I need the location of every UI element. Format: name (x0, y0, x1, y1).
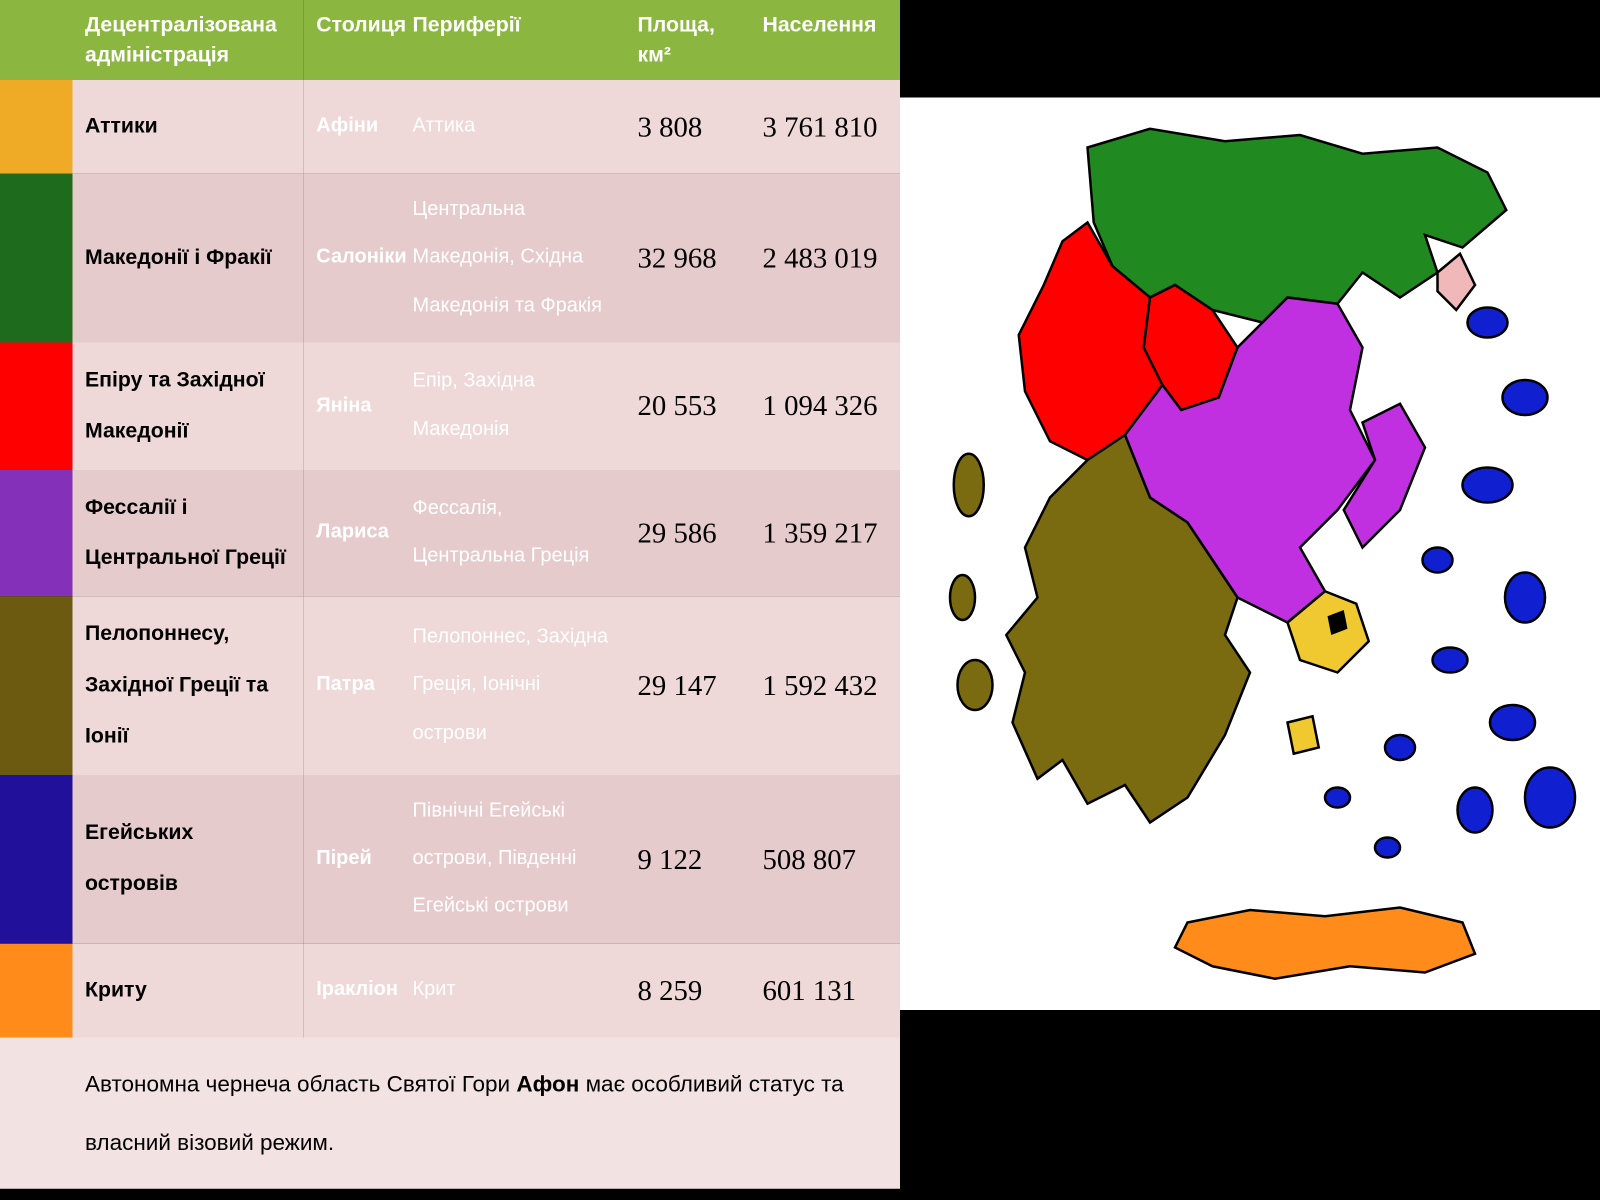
aegean-2 (1503, 380, 1548, 415)
admin-table: Децентралізована адміністрація Столиця П… (0, 0, 900, 1189)
greece-map (900, 98, 1600, 1011)
cell-capital: Патра (304, 596, 400, 774)
cell-population: 1 094 326 (750, 342, 900, 469)
cell-population: 1 359 217 (750, 469, 900, 596)
th-color (0, 0, 73, 79)
region-crete (1175, 908, 1475, 979)
cell-capital: Яніна (304, 342, 400, 469)
cell-capital: Салоніки (304, 173, 400, 342)
cell-periphery: Аттика (400, 79, 625, 173)
admin-table-container: Децентралізована адміністрація Столиця П… (0, 0, 900, 1200)
cell-periphery: Центральна Македонія, Східна Македонія т… (400, 173, 625, 342)
cell-population: 1 592 432 (750, 596, 900, 774)
cell-area: 3 808 (625, 79, 750, 173)
region-attica-island (1288, 716, 1319, 754)
cell-periphery: Крит (400, 943, 625, 1037)
table-row: Фессалії і Центральної ГреціїЛарисаФесса… (0, 469, 900, 596)
cell-admin: Пелопоннесу, Західної Греції та Іонії (73, 596, 304, 774)
cell-area: 8 259 (625, 943, 750, 1037)
cell-area: 20 553 (625, 342, 750, 469)
slide: Децентралізована адміністрація Столиця П… (0, 0, 1600, 1200)
cell-admin: Македонії і Фракії (73, 173, 304, 342)
table-row: Пелопоннесу, Західної Греції та ІоніїПат… (0, 596, 900, 774)
cell-population: 601 131 (750, 943, 900, 1037)
color-swatch (0, 342, 73, 469)
ionian-2 (950, 575, 975, 620)
cell-population: 508 807 (750, 774, 900, 943)
color-swatch (0, 943, 73, 1037)
cell-periphery: Епір, Західна Македонія (400, 342, 625, 469)
cell-area: 9 122 (625, 774, 750, 943)
cell-capital: Іракліон (304, 943, 400, 1037)
footnote-text: Автономна чернеча область Святої Гори Аф… (73, 1037, 901, 1189)
ionian-1 (954, 454, 984, 517)
table-row: Егейських островівПірейПівнічні Егейські… (0, 774, 900, 943)
aegean-6 (1433, 648, 1468, 673)
cell-admin: Епіру та Західної Македонії (73, 342, 304, 469)
color-swatch (0, 596, 73, 774)
region-athos (1438, 254, 1476, 310)
color-swatch (0, 173, 73, 342)
cell-periphery: Північні Егейські острови, Південні Егей… (400, 774, 625, 943)
table-row: Епіру та Західної МакедоніїЯнінаЕпір, За… (0, 342, 900, 469)
aegean-3 (1463, 468, 1513, 503)
aegean-8 (1385, 735, 1415, 760)
th-capital: Столиця (304, 0, 400, 79)
th-area: Площа, км² (625, 0, 750, 79)
aegean-11 (1525, 768, 1575, 828)
footnote-row: Автономна чернеча область Святої Гори Аф… (0, 1037, 900, 1189)
cell-periphery: Фессалія, Центральна Греція (400, 469, 625, 596)
cell-area: 32 968 (625, 173, 750, 342)
footnote-swatch (0, 1037, 73, 1189)
aegean-4 (1423, 548, 1453, 573)
th-periphery: Периферії (400, 0, 625, 79)
footnote-bold: Афон (516, 1071, 579, 1096)
cell-area: 29 586 (625, 469, 750, 596)
aegean-7 (1490, 705, 1535, 740)
table-row: АттикиАфіниАттика3 8083 761 810 (0, 79, 900, 173)
aegean-5 (1505, 573, 1545, 623)
footnote-pre: Автономна чернеча область Святої Гори (85, 1071, 516, 1096)
color-swatch (0, 79, 73, 173)
cell-periphery: Пелопоннес, Західна Греція, Іонічні остр… (400, 596, 625, 774)
cell-population: 2 483 019 (750, 173, 900, 342)
color-swatch (0, 469, 73, 596)
cell-capital: Афіни (304, 79, 400, 173)
table-row: КритуІракліонКрит8 259601 131 (0, 943, 900, 1037)
cell-capital: Лариса (304, 469, 400, 596)
aegean-12 (1375, 838, 1400, 858)
aegean-9 (1325, 788, 1350, 808)
cell-admin: Криту (73, 943, 304, 1037)
cell-admin: Аттики (73, 79, 304, 173)
cell-area: 29 147 (625, 596, 750, 774)
aegean-10 (1458, 788, 1493, 833)
th-population: Населення (750, 0, 900, 79)
cell-capital: Пірей (304, 774, 400, 943)
cell-admin: Егейських островів (73, 774, 304, 943)
aegean-1 (1468, 308, 1508, 338)
th-admin: Децентралізована адміністрація (73, 0, 304, 79)
table-row: Македонії і ФракіїСалонікиЦентральна Мак… (0, 173, 900, 342)
cell-population: 3 761 810 (750, 79, 900, 173)
table-header-row: Децентралізована адміністрація Столиця П… (0, 0, 900, 79)
ionian-3 (958, 660, 993, 710)
cell-admin: Фессалії і Центральної Греції (73, 469, 304, 596)
greece-map-svg (900, 98, 1600, 1011)
color-swatch (0, 774, 73, 943)
